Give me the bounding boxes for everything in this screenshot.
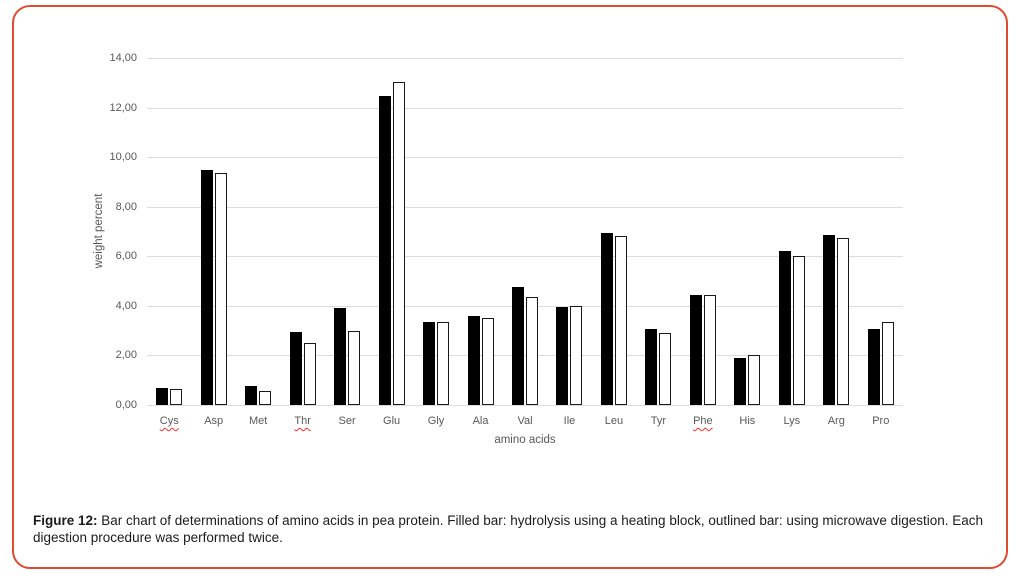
bar-outlined-Leu [614,236,627,405]
figure-caption-label: Figure 12: [33,513,98,528]
bar-outlined-Ser [348,331,361,405]
y-tick-label-8,00: 8,00 [115,200,137,213]
bar-outlined-Pro [881,322,894,405]
gridline-14,00 [147,58,903,59]
x-tick-label-Met: Met [249,415,268,427]
bar-filled-Asp [200,170,213,405]
bar-filled-Pro [867,329,880,405]
x-tick-label-Phe: Phe [693,415,713,427]
bar-filled-Leu [600,233,613,405]
bar-outlined-Met [259,391,272,405]
bar-filled-Arg [823,235,836,405]
bar-filled-Cys [156,388,169,405]
bar-outlined-Ile [570,306,583,405]
gridline-0,00 [147,405,903,406]
bar-filled-Lys [778,251,791,405]
x-axis-title: amino acids [494,434,556,446]
x-tick-label-Lys: Lys [783,415,801,427]
y-tick-label-14,00: 14,00 [109,52,137,64]
y-tick-label-6,00: 6,00 [115,250,137,263]
x-tick-label-Cys: Cys [159,415,179,427]
x-tick-label-Thr: Thr [294,415,311,427]
x-tick-label-Ile: Ile [563,415,576,427]
bar-filled-Thr [289,332,302,405]
x-tick-label-Glu: Glu [383,415,401,427]
gridline-2,00 [147,355,903,357]
x-tick-label-Ser: Ser [338,415,356,427]
gridline-6,00 [147,256,903,258]
y-tick-label-4,00: 4,00 [115,299,137,312]
x-tick-label-Gly: Gly [427,415,445,427]
y-tick-label-2,00: 2,00 [115,349,137,362]
bar-outlined-Cys [170,389,183,405]
bar-filled-Tyr [645,329,658,405]
bar-filled-Ile [556,307,569,405]
gridline-10,00 [147,157,903,159]
bar-filled-His [734,358,747,405]
bar-filled-Glu [378,96,391,405]
bar-outlined-Ala [481,318,494,405]
figure-caption-text: Bar chart of determinations of amino aci… [33,513,983,545]
x-tick-label-Pro: Pro [872,415,890,427]
y-tick-label-12,00: 12,00 [109,101,137,114]
x-tick-label-Arg: Arg [827,415,845,427]
bar-outlined-Gly [437,322,450,405]
x-tick-label-Asp: Asp [204,415,224,427]
x-tick-label-Val: Val [517,415,533,427]
bar-outlined-Phe [703,295,716,405]
bar-filled-Ala [467,316,480,405]
bar-outlined-Asp [214,173,227,405]
gridline-12,00 [147,107,903,109]
bar-outlined-Thr [303,343,316,405]
y-tick-label-0,00: 0,00 [115,399,137,411]
bar-outlined-Glu [392,82,405,405]
bar-filled-Gly [423,322,436,405]
x-tick-label-His: His [739,415,756,427]
x-tick-label-Ala: Ala [472,415,489,427]
bar-outlined-Val [526,297,538,405]
bar-outlined-His [748,355,761,405]
bar-filled-Phe [689,295,702,405]
figure-caption: Figure 12: Bar chart of determinations o… [33,512,993,546]
bar-outlined-Tyr [659,333,672,405]
bar-filled-Val [512,287,524,405]
y-tick-label-10,00: 10,00 [109,151,137,164]
gridline-8,00 [147,206,903,208]
gridline-4,00 [147,305,903,307]
x-tick-label-Tyr: Tyr [650,415,667,427]
x-tick-label-Leu: Leu [604,415,624,427]
bar-outlined-Arg [837,238,850,405]
bar-filled-Ser [334,308,347,405]
bar-filled-Met [245,386,258,405]
bar-outlined-Lys [792,256,805,405]
